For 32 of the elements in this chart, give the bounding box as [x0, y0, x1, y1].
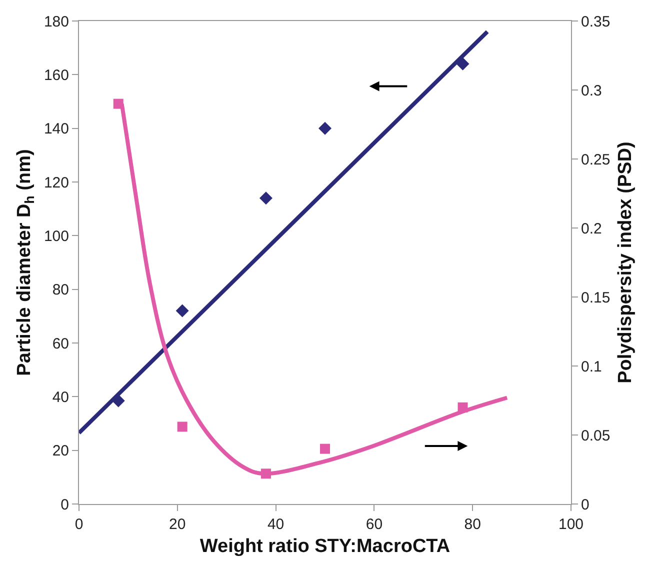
x-tick-label: 20: [169, 516, 186, 533]
y2-tick-label: 0.35: [581, 13, 610, 30]
x-tick-label: 80: [464, 516, 481, 533]
x-axis-title: Weight ratio STY:MacroCTA: [200, 536, 450, 557]
y2-tick-label: 0.3: [581, 82, 602, 100]
y2-tick-label: 0.25: [581, 151, 610, 168]
y2-tick-label: 0.2: [581, 220, 602, 238]
y-tick-label: 60: [52, 335, 69, 352]
y2-tick-label: 0.05: [581, 427, 610, 444]
point: [456, 57, 470, 70]
y-tick-label: 80: [52, 282, 69, 299]
point: [320, 444, 330, 454]
x-tick-label: 100: [558, 516, 584, 533]
y2-axis-title: Polydispersity index (PSD): [615, 142, 636, 384]
y2-tick-label: 0: [581, 496, 590, 514]
point: [176, 304, 189, 318]
y-tick-label: 0: [60, 496, 69, 514]
y-tick-label: 40: [52, 388, 69, 406]
y-tick-label: 140: [44, 120, 69, 138]
y-tick-label: 160: [44, 66, 69, 84]
point: [177, 422, 188, 432]
x-tick-label: 0: [74, 516, 84, 533]
x-tick-label: 40: [267, 516, 284, 533]
y-tick-label: 180: [44, 13, 69, 30]
x-tick-label: 60: [366, 516, 383, 533]
y-tick-label: 120: [44, 174, 69, 192]
point: [259, 192, 272, 205]
y-tick-label: 20: [52, 442, 69, 460]
y2-tick-label: 0.1: [581, 358, 602, 376]
point: [318, 122, 332, 135]
y-tick-label: 100: [44, 228, 69, 245]
y2-tick-label: 0.15: [581, 289, 610, 306]
